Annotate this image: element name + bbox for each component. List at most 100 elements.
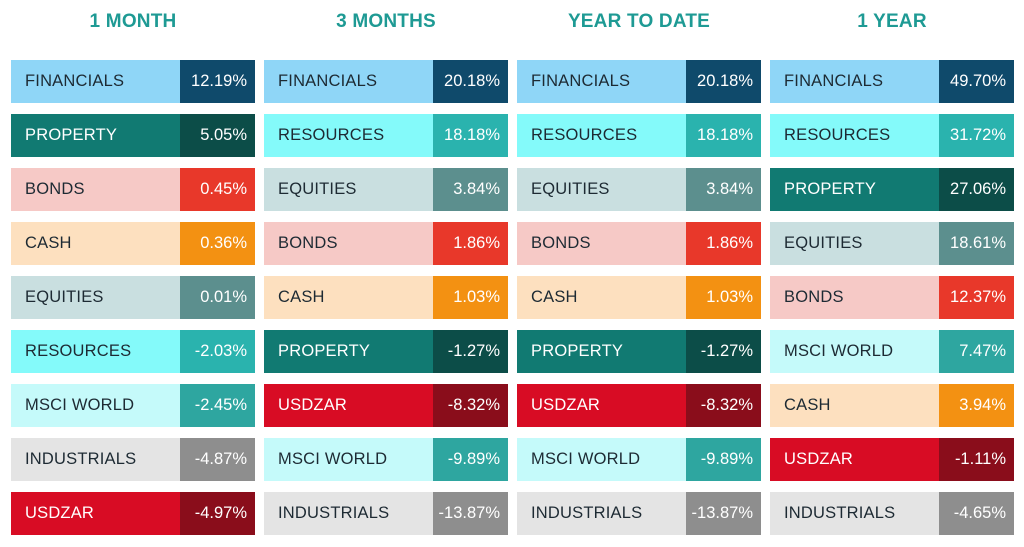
asset-name: USDZAR: [517, 384, 686, 427]
table-row: BONDS 1.86%: [264, 222, 508, 265]
return-value: 1.03%: [433, 276, 508, 319]
asset-name: FINANCIALS: [264, 60, 433, 103]
asset-name: BONDS: [517, 222, 686, 265]
return-value: -1.11%: [939, 438, 1014, 481]
column-title: 1 YEAR: [857, 11, 927, 32]
asset-name: BONDS: [264, 222, 433, 265]
asset-name: FINANCIALS: [770, 60, 939, 103]
return-value: 12.19%: [180, 60, 255, 103]
asset-name: MSCI WORLD: [770, 330, 939, 373]
return-value: -2.03%: [180, 330, 255, 373]
return-value: 20.18%: [686, 60, 761, 103]
table-row: USDZAR -4.97%: [11, 492, 255, 535]
return-value: -13.87%: [433, 492, 508, 535]
table-row: USDZAR -8.32%: [264, 384, 508, 427]
asset-name: EQUITIES: [517, 168, 686, 211]
table-row: EQUITIES 18.61%: [770, 222, 1014, 265]
asset-name: EQUITIES: [770, 222, 939, 265]
table-row: MSCI WORLD -2.45%: [11, 384, 255, 427]
asset-name: CASH: [264, 276, 433, 319]
column-title: 1 MONTH: [89, 11, 177, 32]
return-value: 5.05%: [180, 114, 255, 157]
asset-name: MSCI WORLD: [11, 384, 180, 427]
table-row: USDZAR -1.11%: [770, 438, 1014, 481]
asset-name: RESOURCES: [264, 114, 433, 157]
table-row: MSCI WORLD -9.89%: [517, 438, 761, 481]
asset-name: INDUSTRIALS: [517, 492, 686, 535]
asset-name: EQUITIES: [264, 168, 433, 211]
table-row: FINANCIALS 49.70%: [770, 60, 1014, 103]
asset-name: USDZAR: [264, 384, 433, 427]
return-value: 18.18%: [686, 114, 761, 157]
return-value: 49.70%: [939, 60, 1014, 103]
table-row: EQUITIES 0.01%: [11, 276, 255, 319]
table-row: PROPERTY 27.06%: [770, 168, 1014, 211]
table-row: FINANCIALS 12.19%: [11, 60, 255, 103]
table-row: PROPERTY -1.27%: [517, 330, 761, 373]
table-row: BONDS 1.86%: [517, 222, 761, 265]
table-row: RESOURCES 31.72%: [770, 114, 1014, 157]
asset-name: CASH: [11, 222, 180, 265]
return-value: 18.18%: [433, 114, 508, 157]
table-row: CASH 1.03%: [517, 276, 761, 319]
asset-name: FINANCIALS: [517, 60, 686, 103]
return-value: -9.89%: [686, 438, 761, 481]
return-value: 3.84%: [686, 168, 761, 211]
table-row: EQUITIES 3.84%: [517, 168, 761, 211]
return-value: 27.06%: [939, 168, 1014, 211]
return-value: 0.36%: [180, 222, 255, 265]
asset-name: MSCI WORLD: [264, 438, 433, 481]
asset-name: RESOURCES: [11, 330, 180, 373]
asset-name: PROPERTY: [517, 330, 686, 373]
asset-name: BONDS: [11, 168, 180, 211]
table-row: CASH 3.94%: [770, 384, 1014, 427]
table-row: USDZAR -8.32%: [517, 384, 761, 427]
return-value: 1.86%: [433, 222, 508, 265]
asset-name: BONDS: [770, 276, 939, 319]
asset-name: USDZAR: [11, 492, 180, 535]
asset-name: PROPERTY: [264, 330, 433, 373]
return-value: 1.86%: [686, 222, 761, 265]
return-value: -1.27%: [686, 330, 761, 373]
table-row: INDUSTRIALS -13.87%: [517, 492, 761, 535]
return-value: -9.89%: [433, 438, 508, 481]
return-value: -8.32%: [686, 384, 761, 427]
asset-name: CASH: [770, 384, 939, 427]
return-value: 31.72%: [939, 114, 1014, 157]
asset-name: MSCI WORLD: [517, 438, 686, 481]
table-row: RESOURCES 18.18%: [517, 114, 761, 157]
return-value: -4.65%: [939, 492, 1014, 535]
table-row: CASH 0.36%: [11, 222, 255, 265]
table-row: FINANCIALS 20.18%: [264, 60, 508, 103]
table-row: INDUSTRIALS -4.65%: [770, 492, 1014, 535]
return-value: 3.94%: [939, 384, 1014, 427]
return-value: -8.32%: [433, 384, 508, 427]
table-row: CASH 1.03%: [264, 276, 508, 319]
return-value: -2.45%: [180, 384, 255, 427]
return-value: 1.03%: [686, 276, 761, 319]
column-title: 3 MONTHS: [336, 11, 436, 32]
table-row: EQUITIES 3.84%: [264, 168, 508, 211]
return-value: 12.37%: [939, 276, 1014, 319]
asset-name: RESOURCES: [770, 114, 939, 157]
table-row: MSCI WORLD 7.47%: [770, 330, 1014, 373]
return-value: -13.87%: [686, 492, 761, 535]
table-row: BONDS 0.45%: [11, 168, 255, 211]
asset-name: RESOURCES: [517, 114, 686, 157]
asset-name: PROPERTY: [770, 168, 939, 211]
asset-name: INDUSTRIALS: [770, 492, 939, 535]
return-value: -1.27%: [433, 330, 508, 373]
table-row: PROPERTY 5.05%: [11, 114, 255, 157]
table-row: INDUSTRIALS -4.87%: [11, 438, 255, 481]
table-row: MSCI WORLD -9.89%: [264, 438, 508, 481]
table-row: FINANCIALS 20.18%: [517, 60, 761, 103]
asset-name: PROPERTY: [11, 114, 180, 157]
table-row: PROPERTY -1.27%: [264, 330, 508, 373]
asset-name: INDUSTRIALS: [11, 438, 180, 481]
return-value: -4.97%: [180, 492, 255, 535]
table-row: BONDS 12.37%: [770, 276, 1014, 319]
table-row: RESOURCES 18.18%: [264, 114, 508, 157]
return-value: 0.01%: [180, 276, 255, 319]
return-value: -4.87%: [180, 438, 255, 481]
